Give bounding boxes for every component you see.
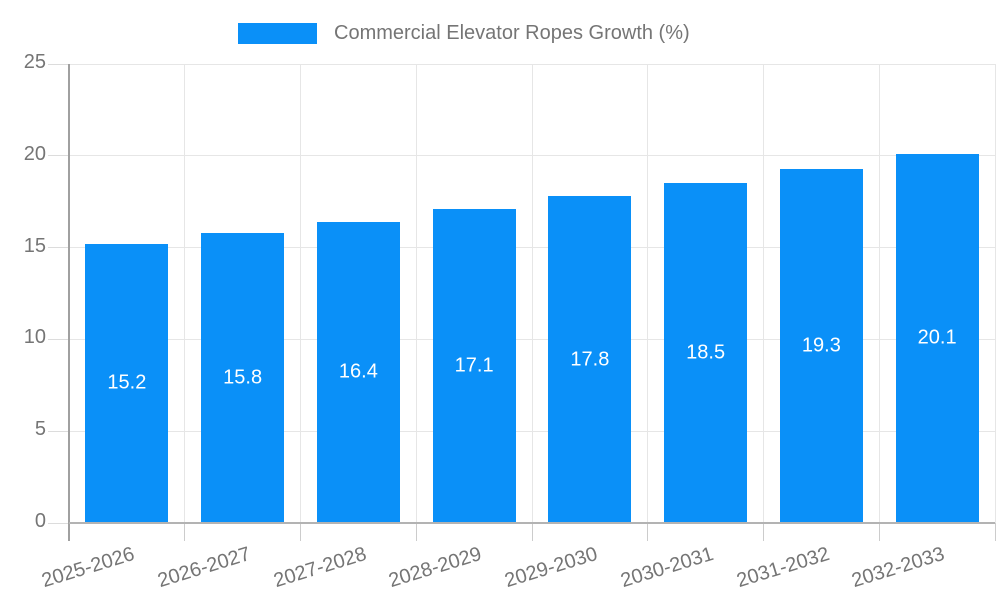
y-axis-line: [67, 64, 70, 541]
bar[interactable]: [433, 209, 516, 523]
bar-value-label: 17.1: [454, 354, 494, 377]
y-tick-label: 20: [23, 142, 46, 165]
bar[interactable]: [780, 168, 863, 523]
gridline-vertical: [415, 64, 417, 523]
y-tick-mark: [48, 338, 69, 340]
legend-swatch: [238, 23, 317, 44]
x-tick-mark: [647, 523, 649, 541]
legend[interactable]: Commercial Elevator Ropes Growth (%): [238, 22, 690, 45]
gridline-vertical: [647, 64, 649, 523]
x-tick-mark: [184, 523, 186, 541]
bar-value-label: 18.5: [686, 341, 726, 364]
gridline-vertical: [994, 64, 996, 523]
x-tick-label: 2025-2026: [39, 543, 138, 593]
x-tick-label: 2031-2032: [733, 543, 832, 593]
gridline-vertical: [878, 64, 880, 523]
bar[interactable]: [896, 153, 979, 523]
bar[interactable]: [548, 196, 631, 523]
x-tick-mark: [878, 523, 880, 541]
x-tick-mark: [994, 523, 996, 541]
x-tick-label: 2027-2028: [270, 543, 369, 593]
y-tick-mark: [48, 63, 69, 65]
y-tick-mark: [48, 247, 69, 249]
bar[interactable]: [85, 243, 168, 523]
y-tick-mark: [48, 155, 69, 157]
bar-value-label: 20.1: [917, 326, 957, 349]
bar-value-label: 16.4: [338, 360, 378, 383]
gridline-vertical: [184, 64, 186, 523]
x-tick-label: 2028-2029: [386, 543, 485, 593]
bar-value-label: 19.3: [801, 334, 841, 357]
gridline-vertical: [763, 64, 764, 523]
bar-value-label: 15.8: [223, 366, 263, 389]
x-tick-label: 2029-2030: [502, 543, 601, 593]
x-tick-mark: [531, 523, 533, 541]
x-tick-mark: [300, 523, 301, 541]
y-tick-mark: [48, 430, 69, 432]
gridline-vertical: [531, 64, 533, 523]
y-tick-label: 0: [34, 510, 46, 532]
x-axis-line: [69, 522, 995, 524]
bar[interactable]: [201, 232, 284, 523]
bar[interactable]: [317, 221, 400, 523]
y-tick-label: 25: [23, 51, 46, 73]
y-tick-label: 15: [23, 234, 46, 257]
y-tick-mark: [48, 522, 69, 524]
y-tick-label: 10: [23, 326, 46, 349]
legend-label: Commercial Elevator Ropes Growth (%): [334, 22, 690, 44]
bar-value-label: 17.8: [570, 348, 610, 371]
bar[interactable]: [664, 183, 747, 523]
x-tick-label: 2032-2033: [849, 543, 948, 593]
x-tick-label: 2030-2031: [618, 543, 717, 593]
bar-value-label: 15.2: [107, 371, 147, 394]
x-tick-mark: [415, 523, 417, 541]
x-tick-label: 2026-2027: [155, 543, 254, 593]
gridline-vertical: [300, 64, 301, 523]
x-tick-mark: [763, 523, 764, 541]
y-tick-label: 5: [34, 418, 46, 441]
